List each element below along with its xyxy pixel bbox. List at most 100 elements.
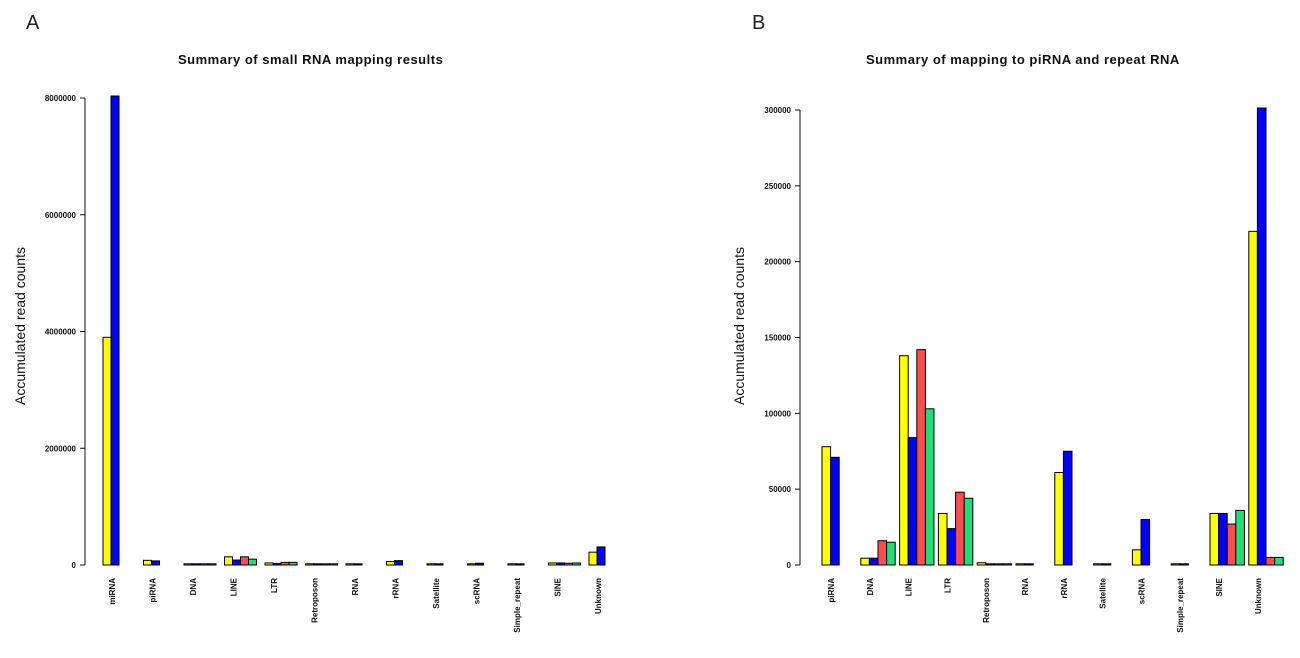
chart-a-bar-rna-s2: [353, 563, 363, 566]
chart-b-bar-rrna-s2: [1062, 450, 1073, 566]
panel-label-a: A: [26, 12, 40, 34]
chart-a-x-tick-label: scRNA: [473, 578, 482, 604]
chart-a-bar-ltr-s3: [280, 561, 290, 566]
chart-b-x-tick-label: LTR: [943, 578, 952, 593]
chart-b-bar-scrna-s1: [1131, 549, 1142, 566]
chart-b-bar-retroposon-s1: [976, 562, 987, 566]
chart-a-bar-dna-s3: [199, 563, 209, 566]
chart-a-y-tick-label: 2000000: [45, 444, 77, 453]
chart-b-bar-sine-s4: [1235, 509, 1245, 566]
chart-b-bar-pirna-s1: [821, 446, 832, 566]
chart-a-bar-simple-repeat-s2: [515, 563, 525, 566]
chart-a-bar-mirna-s1: [102, 336, 112, 566]
chart-b-bar-ltr-s4: [963, 497, 974, 566]
chart-a-bar-scrna-s1: [467, 563, 476, 566]
chart-b-x-tick-label: DNA: [866, 578, 875, 596]
chart-a-y-tick-label: 8000000: [45, 94, 77, 103]
chart-a-bar-dna-s2: [191, 563, 201, 566]
chart-b-bar-unknown-s1: [1248, 230, 1258, 566]
chart-a-bar-rrna-s2: [394, 560, 403, 566]
chart-b-bar-ltr-s2: [946, 528, 957, 566]
chart-a-bar-unknown-s1: [588, 551, 598, 566]
chart-a-bar-ltr-s4: [288, 561, 298, 566]
chart-a-x-tick-label: Satellite: [432, 577, 441, 608]
chart-a-bar-line-s1: [224, 556, 233, 566]
chart-a-bar-ltr-s2: [272, 563, 282, 566]
chart-b-bar-unknown-s2: [1256, 107, 1267, 566]
chart-a-bar-satellite-s2: [434, 563, 444, 566]
chart-b-bar-line-s1: [899, 355, 909, 566]
chart-a-x-tick-label: LINE: [230, 577, 239, 596]
chart-b-bar-retroposon-s4: [1002, 563, 1013, 566]
chart-a-bar-retroposon-s4: [329, 563, 338, 566]
chart-b-bar-line-s4: [924, 408, 935, 566]
chart-a-bar-dna-s1: [183, 563, 193, 566]
chart-b-bar-simple-repeat-s1: [1170, 563, 1181, 566]
chart-b-bar-unknown-s3: [1265, 556, 1276, 566]
chart-b-bar-ltr-s3: [955, 491, 965, 566]
chart-a-bar-pirna-s2: [151, 560, 160, 566]
chart-b-bar-retroposon-s2: [985, 563, 995, 566]
chart-b-x-tick-label: Retroposon: [982, 578, 991, 623]
chart-a-bar-ltr-s1: [264, 562, 274, 566]
chart-a-bars: miRNA piRNA DNA LINE LTR Retroposon RNA rRNA Sat…: [102, 95, 606, 633]
chart-a-bar-satellite-s1: [426, 563, 436, 566]
chart-b-bar-satellite-s2: [1101, 563, 1112, 566]
chart-a-bar-pirna-s1: [143, 559, 152, 566]
chart-a-bar-retroposon-s1: [305, 563, 314, 566]
chart-b-bar-rrna-s1: [1054, 471, 1064, 566]
chart-a-bar-simple-repeat-s1: [507, 563, 517, 566]
chart-a-x-tick-label: rRNA: [392, 578, 401, 599]
chart-a-x-tick-label: piRNA: [149, 578, 158, 603]
chart-a-x-tick-label: LTR: [270, 578, 279, 593]
chart-b-bar-satellite-s1: [1093, 563, 1103, 566]
chart-b-x-tick-label: Simple_repeat: [1176, 578, 1185, 633]
chart-a-bar-dna-s4: [207, 563, 217, 566]
chart-a-y-tick-label: 4000000: [45, 328, 77, 337]
chart-b-x-tick-label: rRNA: [1060, 578, 1069, 599]
chart-b-bar-rna-s2: [1024, 563, 1034, 566]
chart-b-y-tick-label: 250000: [764, 182, 791, 191]
chart-a-x-tick-label: Simple_repeat: [513, 578, 522, 633]
chart-b-y-tick-label: 50000: [769, 485, 792, 494]
chart-a-bar-retroposon-s3: [321, 563, 330, 566]
chart-a-y-tick-label: 6000000: [45, 211, 77, 220]
chart-b-x-tick-label: RNA: [1021, 578, 1030, 596]
chart-a-title: Summary of small RNA mapping results: [178, 52, 444, 67]
chart-b-bar-line-s3: [916, 349, 926, 566]
chart-b-bar-rna-s1: [1015, 563, 1026, 566]
chart-a-x-tick-label: Unknown: [594, 578, 603, 614]
chart-a-x-tick-label: RNA: [351, 578, 360, 596]
chart-a-bar-unknown-s2: [596, 546, 606, 566]
chart-b-x-tick-label: scRNA: [1137, 578, 1146, 604]
chart-a-x-tick-label: DNA: [189, 578, 198, 596]
chart-b-bar-retroposon-s3: [993, 563, 1004, 566]
chart-b-bar-line-s2: [907, 437, 918, 566]
chart-b-bars: piRNA DNA LINE LTR Retroposon RNA rRNA Satellit…: [821, 107, 1284, 633]
chart-a-bar-sine-s3: [564, 562, 573, 566]
chart-b-bar-dna-s4: [886, 541, 896, 566]
chart-a-bar-sine-s1: [548, 562, 557, 566]
chart-a-x-tick-label: Retroposon: [311, 578, 320, 623]
chart-a-bar-retroposon-s2: [313, 563, 322, 566]
chart-a-bar-rna-s1: [345, 563, 355, 566]
chart-b-bar-dna-s1: [860, 557, 870, 566]
chart-b-y-tick-label: 100000: [764, 409, 791, 418]
panel-label-b: B: [752, 12, 766, 34]
chart-b-bar-ltr-s1: [937, 512, 948, 566]
chart-a-bar-scrna-s2: [475, 562, 484, 566]
chart-b-bar-simple-repeat-s2: [1179, 563, 1189, 566]
chart-b-bar-dna-s2: [868, 557, 879, 566]
chart-b-x-tick-label: Unknown: [1254, 578, 1263, 614]
chart-b-y-tick-label: 200000: [764, 258, 791, 267]
chart-a-bar-line-s4: [248, 558, 257, 566]
chart-b-bar-sine-s2: [1218, 512, 1228, 566]
chart-a-y-tick-label: 0: [72, 561, 77, 570]
chart-b-bar-sine-s1: [1209, 512, 1220, 566]
chart-b-x-tick-label: piRNA: [827, 578, 836, 603]
chart-b-bar-sine-s3: [1226, 523, 1237, 566]
chart-a-x-tick-label: miRNA: [108, 578, 117, 605]
chart-b-x-tick-label: Satellite: [1099, 577, 1108, 608]
chart-a-bar-sine-s4: [572, 562, 581, 566]
